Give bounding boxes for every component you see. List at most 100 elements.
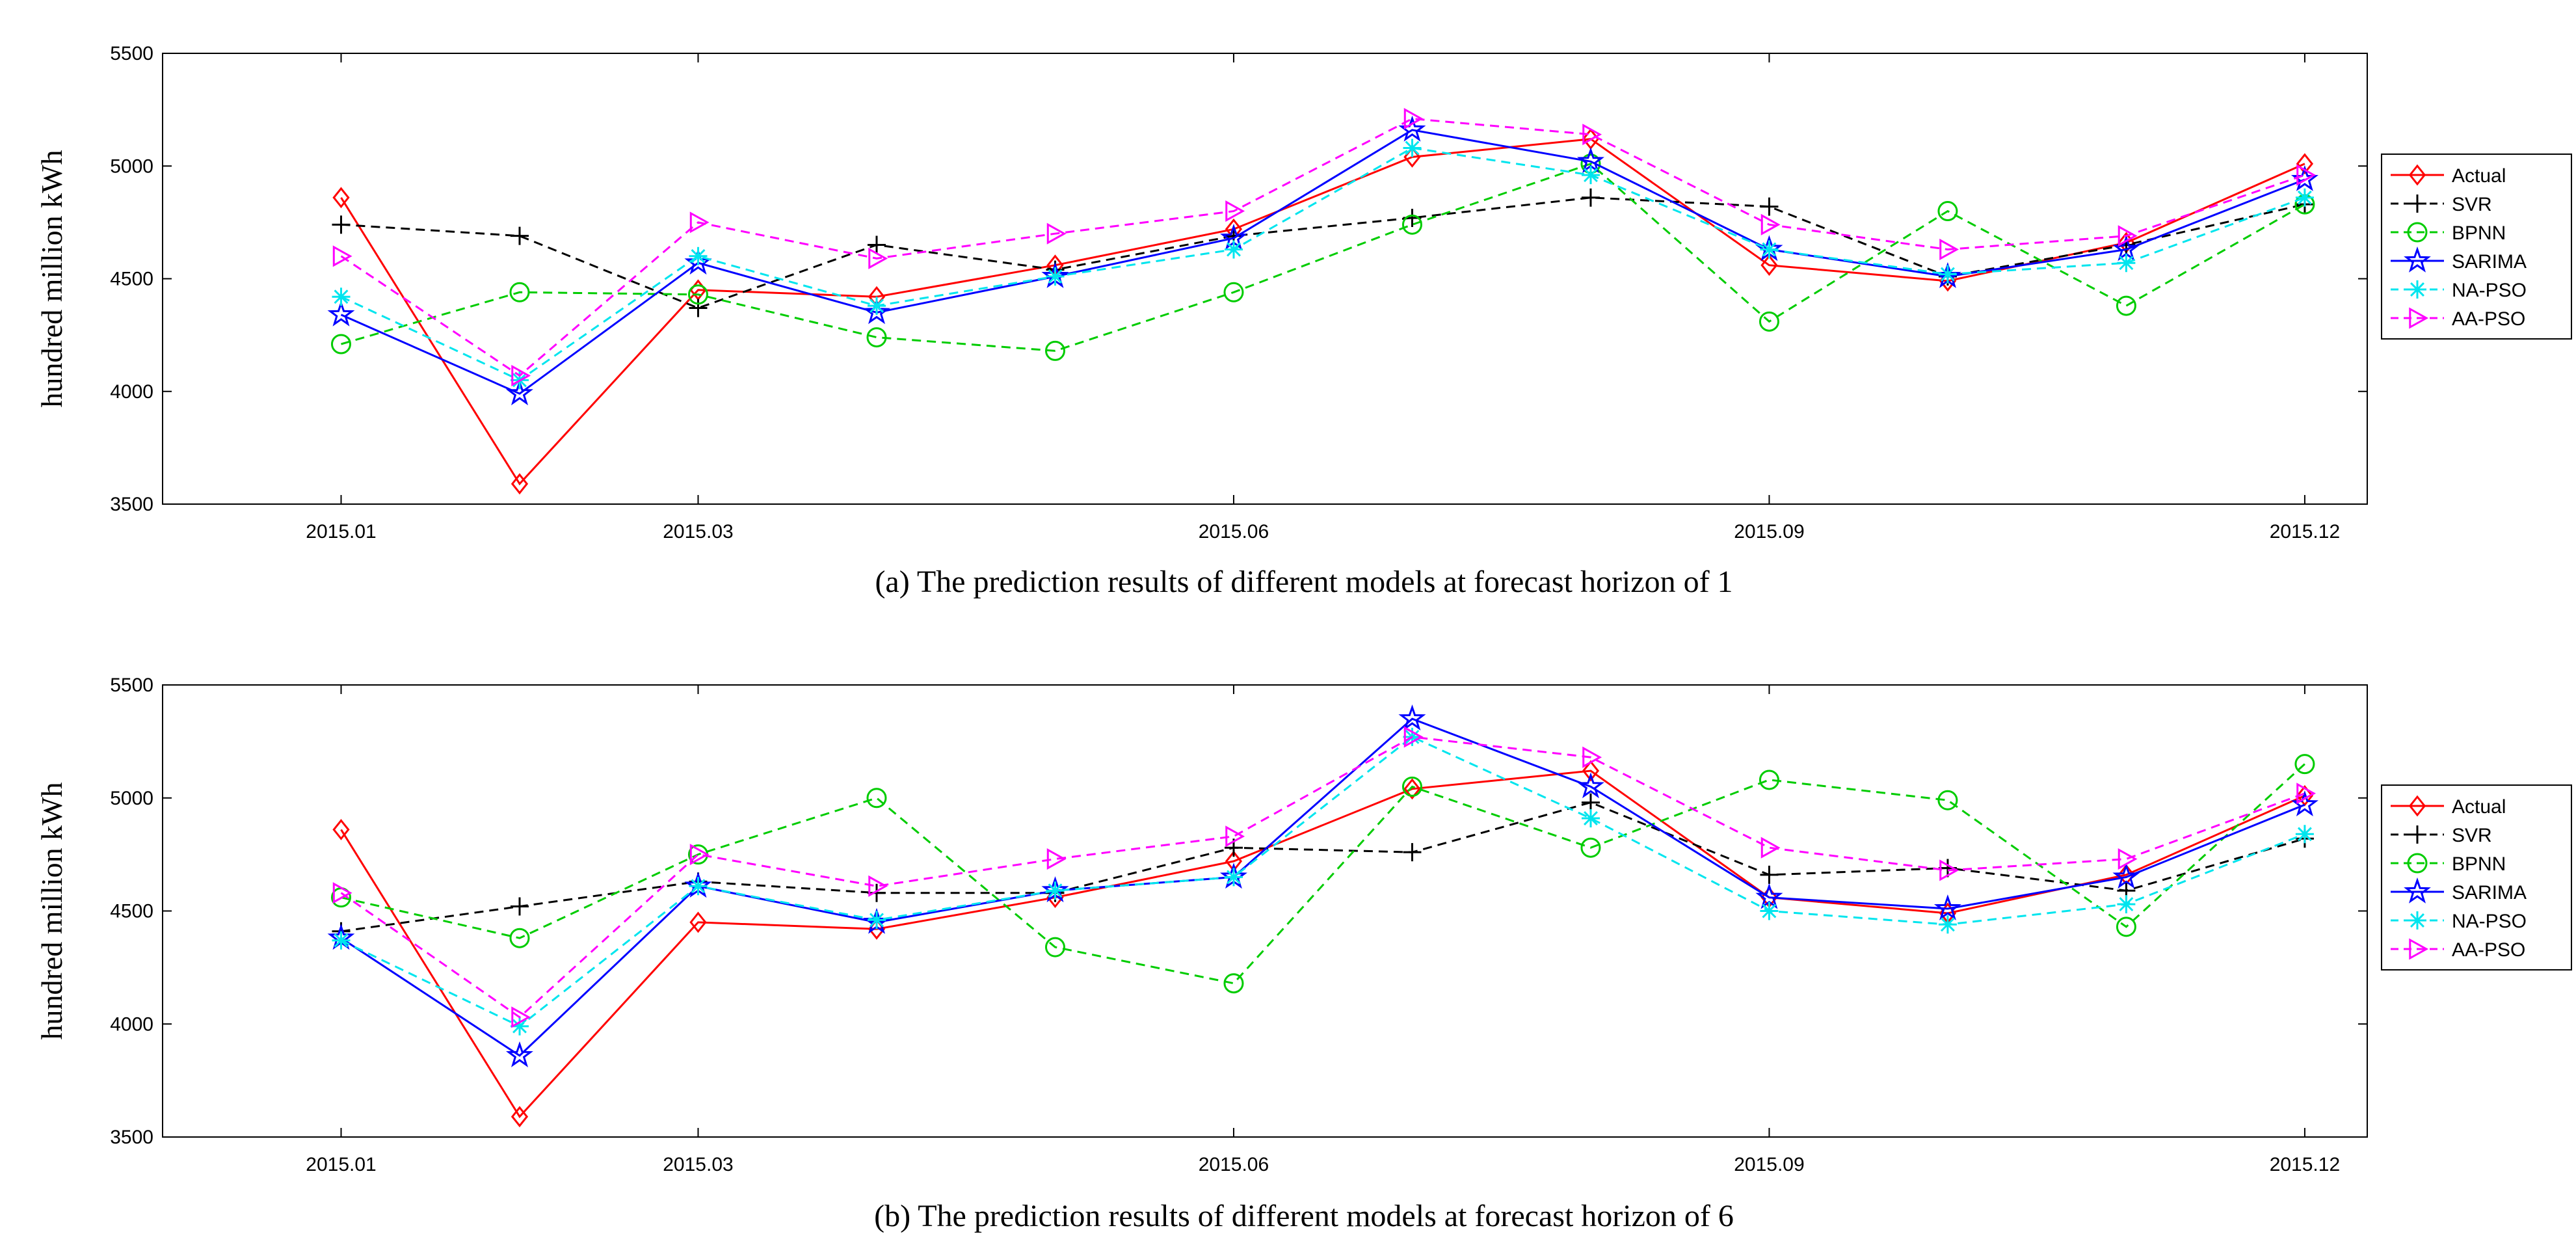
legend-item: SVR xyxy=(2391,825,2492,846)
data-point xyxy=(509,282,530,302)
x-tick-label: 2015.12 xyxy=(2270,521,2340,542)
series-line xyxy=(341,763,2305,985)
legend-item: Actual xyxy=(2391,795,2506,818)
data-point xyxy=(862,298,890,325)
data-point xyxy=(2112,863,2140,889)
legend-label: NA-PSO xyxy=(2452,280,2527,301)
series-bpnn xyxy=(330,754,2315,994)
y-tick-label: 4000 xyxy=(110,381,153,403)
data-point xyxy=(332,215,351,234)
legend-marker xyxy=(2408,911,2426,930)
data-point xyxy=(510,897,529,916)
panel-b: 3500 4000 4500 5000 5500 2015.01 2015.03 2015.0… xyxy=(35,675,2572,1233)
data-point xyxy=(332,882,352,904)
panel-a: 3500 4000 4500 5000 5500 2015.01 2015.03 2015.0… xyxy=(35,43,2572,599)
legend-item: Actual xyxy=(2391,164,2506,187)
legend-marker xyxy=(2408,164,2426,186)
data-point xyxy=(1403,778,1421,800)
data-point xyxy=(1044,937,1065,957)
data-point xyxy=(511,364,531,387)
legend-label: BPNN xyxy=(2452,222,2506,244)
data-point xyxy=(867,883,886,902)
series-na-pso xyxy=(332,139,2314,390)
series-line xyxy=(340,717,2305,1057)
legend-item: SVR xyxy=(2391,194,2492,215)
data-point xyxy=(1403,139,1422,157)
data-point xyxy=(1403,726,1424,748)
series-line xyxy=(340,770,2305,1119)
legend-label: NA-PSO xyxy=(2452,911,2527,932)
data-point xyxy=(1937,201,1958,222)
data-point xyxy=(1937,790,1958,810)
data-point xyxy=(687,284,708,305)
data-point xyxy=(1398,704,1426,731)
legend-item: BPNN xyxy=(2391,853,2506,875)
data-point xyxy=(866,327,887,348)
data-point xyxy=(1582,166,1600,185)
data-point xyxy=(2117,895,2136,914)
data-point xyxy=(1581,188,1600,207)
data-point xyxy=(509,928,530,948)
data-point xyxy=(332,818,350,840)
data-point xyxy=(1938,265,1957,284)
data-point xyxy=(1759,770,1779,790)
y-tick-label: 5000 xyxy=(110,788,153,809)
legend-marker xyxy=(2408,280,2426,299)
series-na-pso xyxy=(332,727,2314,1036)
legend-item: NA-PSO xyxy=(2391,911,2527,932)
data-point xyxy=(1046,848,1067,870)
data-point xyxy=(689,299,708,317)
legend-marker xyxy=(2408,194,2426,213)
y-tick-label: 3500 xyxy=(110,1127,153,1148)
x-tick-label: 2015.09 xyxy=(1734,1154,1804,1175)
data-point xyxy=(1760,240,1779,259)
data-point xyxy=(1760,865,1779,884)
data-point xyxy=(1403,107,1424,130)
data-point xyxy=(1223,282,1244,302)
y-tick-label: 5500 xyxy=(110,43,153,64)
legend: Actual SVR BPNN SARIMA NA-PSO AA-PSO xyxy=(2381,784,2572,970)
data-point xyxy=(1401,214,1422,235)
series-line xyxy=(341,801,2305,933)
data-point xyxy=(2295,825,2314,844)
data-point xyxy=(2116,917,2136,937)
x-tick-label: 2015.03 xyxy=(663,521,733,542)
data-point xyxy=(1939,859,1959,881)
data-point xyxy=(1938,915,1957,934)
data-point xyxy=(1582,809,1600,827)
x-tick-label: 2015.12 xyxy=(2270,1154,2340,1175)
data-point xyxy=(1223,973,1244,994)
series-aa-pso xyxy=(332,107,2317,387)
data-point xyxy=(868,297,886,315)
y-tick-label: 4500 xyxy=(110,901,153,922)
data-point xyxy=(1225,868,1243,887)
data-point xyxy=(1760,836,1781,859)
data-point xyxy=(868,247,888,269)
legend-marker xyxy=(2407,222,2428,243)
y-axis-label: hundred million kWh xyxy=(35,782,68,1039)
legend-marker xyxy=(2408,795,2426,817)
y-tick-label: 5000 xyxy=(110,155,153,177)
legend-item: AA-PSO xyxy=(2391,938,2525,961)
series-line xyxy=(340,117,2305,377)
data-point xyxy=(327,300,355,327)
y-tick-label: 5500 xyxy=(110,675,153,696)
data-point xyxy=(1581,793,1600,812)
data-point xyxy=(332,187,350,209)
data-point xyxy=(1582,746,1602,768)
legend-label: AA-PSO xyxy=(2452,939,2525,961)
data-point xyxy=(1760,254,1778,276)
legend-label: Actual xyxy=(2452,165,2506,187)
data-point xyxy=(1760,902,1779,920)
legend-label: SARIMA xyxy=(2452,251,2527,273)
data-point xyxy=(1759,311,1779,332)
data-point xyxy=(1939,238,1959,261)
legend-marker xyxy=(2408,825,2426,844)
data-point xyxy=(689,247,708,265)
x-tick-label: 2015.06 xyxy=(1199,521,1269,542)
data-point xyxy=(1046,881,1065,900)
data-point xyxy=(689,844,710,866)
legend-box xyxy=(2381,784,2572,970)
data-point xyxy=(1582,124,1602,146)
